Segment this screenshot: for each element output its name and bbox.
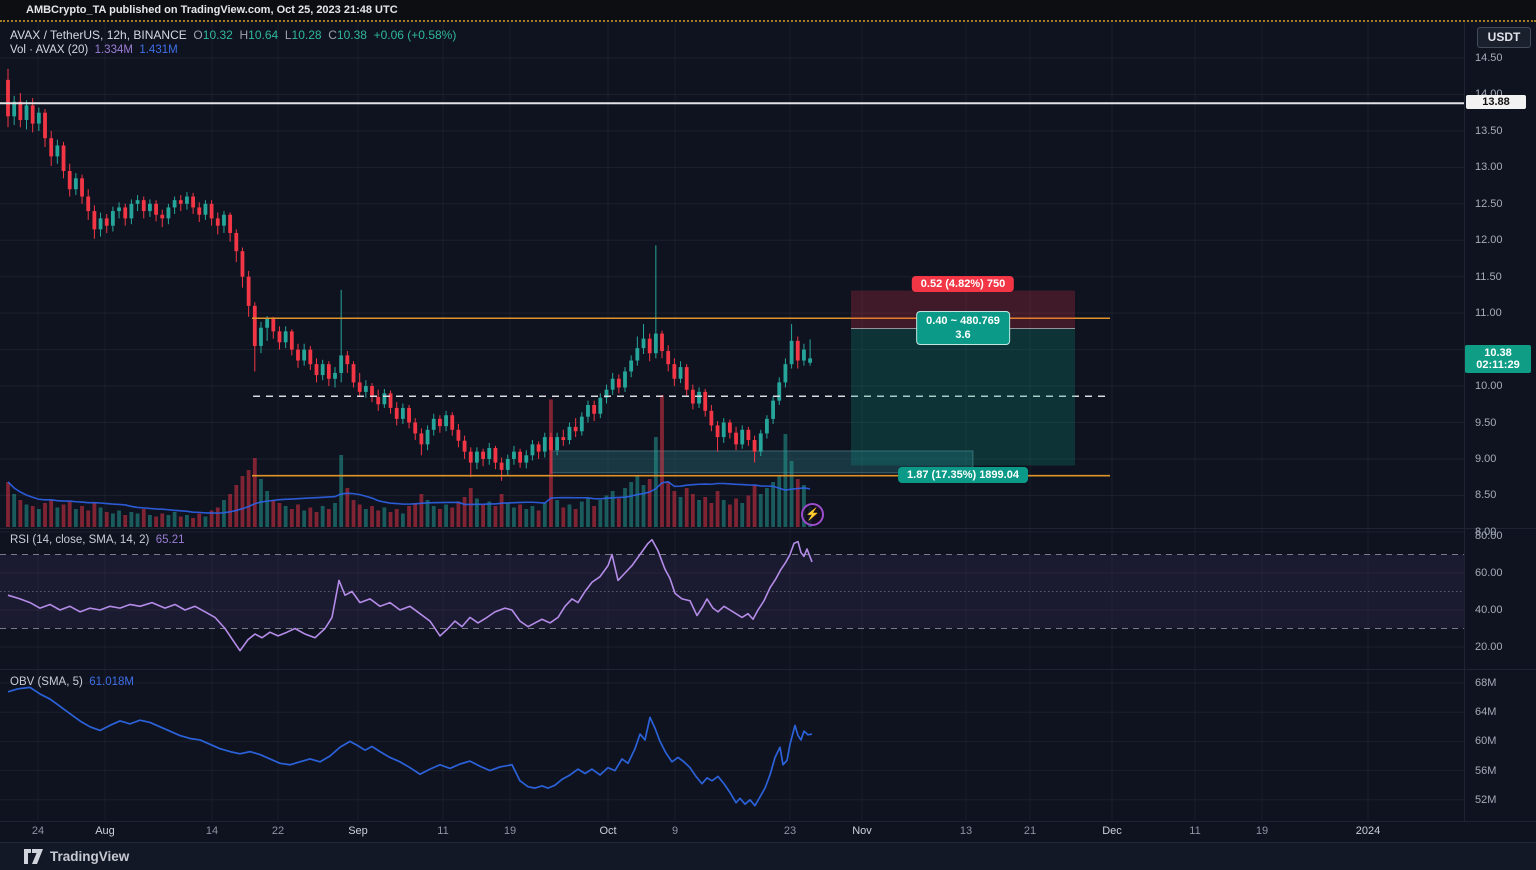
- time-tick: 14: [205, 825, 219, 837]
- price-tick: 13.50: [1475, 124, 1503, 137]
- time-tick: Aug: [95, 825, 115, 837]
- obv-legend[interactable]: OBV (SMA, 5) 61.018M: [10, 676, 134, 688]
- snapshot-dotted-border: [0, 20, 1536, 22]
- lightning-event-icon[interactable]: ⚡: [801, 503, 824, 526]
- open-label: O: [193, 28, 203, 42]
- low-label: L: [284, 28, 292, 42]
- price-tick: 13.00: [1475, 161, 1503, 174]
- time-tick: 9: [671, 825, 679, 837]
- high-label: H: [239, 28, 249, 42]
- horizontal-lines-layer[interactable]: [0, 102, 1464, 477]
- rsi-tick: 60.00: [1475, 567, 1503, 579]
- time-tick: 11: [1189, 825, 1201, 837]
- close-value: 10.38: [336, 28, 367, 42]
- publication-text: AMBCrypto_TA published on TradingView.co…: [26, 4, 398, 16]
- price-tick: 11.50: [1475, 270, 1502, 283]
- change-value: +0.06 (+0.58%): [373, 28, 457, 42]
- volume-value: 1.334M: [94, 44, 133, 56]
- time-tick: 22: [271, 825, 285, 837]
- current-price-value: 10.38: [1484, 347, 1512, 360]
- time-tick: Sep: [348, 825, 368, 837]
- time-tick: Nov: [852, 825, 872, 837]
- price-tick: 9.00: [1475, 452, 1497, 465]
- time-tick: 21: [1023, 825, 1037, 837]
- price-tick: 12.50: [1475, 197, 1503, 210]
- obv-tick: 64M: [1475, 706, 1497, 719]
- risk-reward-tool[interactable]: [851, 290, 1075, 466]
- rsi-label[interactable]: RSI (14, close, SMA, 14, 2): [10, 534, 150, 546]
- time-tick: Oct: [599, 825, 617, 837]
- rr-entry-line2: 3.6: [955, 329, 971, 342]
- currency-toggle-button[interactable]: USDT: [1477, 27, 1531, 48]
- price-tick: 11.00: [1475, 307, 1502, 320]
- rsi-line-layer: [7, 538, 813, 652]
- tradingview-logo-icon[interactable]: [24, 849, 43, 864]
- price-tick: 9.50: [1475, 416, 1497, 429]
- obv-label[interactable]: OBV (SMA, 5): [10, 676, 83, 688]
- price-tick: 14.50: [1475, 52, 1503, 64]
- obv-line-layer: [7, 686, 813, 807]
- rr-entry-line1: 0.40 ~ 480.769: [926, 315, 1000, 328]
- rsi-legend[interactable]: RSI (14, close, SMA, 14, 2) 65.21: [10, 534, 185, 546]
- pane-separators: [0, 528, 1536, 670]
- candlestick-layer: [6, 68, 812, 481]
- current-price-label: 10.38 02:11:29: [1465, 345, 1531, 374]
- close-label: C: [328, 28, 337, 42]
- time-tick: 19: [503, 825, 517, 837]
- price-tick: 10.00: [1475, 380, 1503, 393]
- rsi-band-layer: [0, 554, 1464, 629]
- footer-bar: TradingView: [0, 842, 1536, 870]
- time-tick: 2024: [1355, 825, 1381, 837]
- bar-countdown: 02:11:29: [1476, 359, 1520, 372]
- rr-stop-label[interactable]: 0.52 (4.82%) 750: [911, 275, 1015, 292]
- rsi-tick: 40.00: [1475, 604, 1503, 616]
- volume-ma-value: 1.431M: [139, 44, 178, 56]
- open-value: 10.32: [202, 28, 233, 42]
- price-tick: 8.00: [1475, 525, 1497, 538]
- time-tick: 11: [437, 825, 449, 837]
- rsi-value: 65.21: [155, 534, 185, 546]
- price-tick: 12.00: [1475, 234, 1503, 247]
- time-axis[interactable]: 24 Aug 14 22 Sep 11 19 Oct 9 23 Nov 13 21 Dec 11 19 2024: [0, 821, 1536, 842]
- rsi-tick: 80.00: [1475, 530, 1503, 542]
- volume-legend[interactable]: Vol · AVAX (20) 1.334M 1.431M: [10, 44, 178, 56]
- price-axis[interactable]: 14.5014.0013.5013.0012.5012.0011.5011.00…: [1464, 22, 1536, 821]
- rr-entry-label[interactable]: 0.40 ~ 480.769 3.6: [916, 311, 1010, 346]
- obv-tick: 52M: [1475, 793, 1497, 806]
- time-tick: 13: [959, 825, 973, 837]
- volume-label[interactable]: Vol · AVAX (20): [10, 44, 89, 56]
- white-line-price-label: 13.88: [1466, 95, 1526, 110]
- time-tick: 23: [783, 825, 797, 837]
- rr-target-label[interactable]: 1.87 (17.35%) 1899.04: [898, 466, 1028, 483]
- gridlines-layer: [0, 22, 1464, 820]
- symbol-title[interactable]: AVAX / TetherUS, 12h, BINANCE: [10, 28, 187, 42]
- tradingview-brand-text[interactable]: TradingView: [50, 849, 130, 864]
- high-value: 10.64: [248, 28, 279, 42]
- obv-value: 61.018M: [89, 676, 135, 688]
- time-tick: 24: [31, 825, 45, 837]
- time-tick: 19: [1255, 825, 1269, 837]
- rsi-tick: 20.00: [1475, 641, 1503, 653]
- price-tick: 8.50: [1475, 489, 1497, 502]
- low-value: 10.28: [291, 28, 322, 42]
- symbol-legend[interactable]: AVAX / TetherUS, 12h, BINANCE O10.32 H10…: [10, 28, 456, 42]
- publication-header: AMBCrypto_TA published on TradingView.co…: [0, 0, 1536, 20]
- obv-tick: 60M: [1475, 735, 1497, 748]
- obv-tick: 56M: [1475, 764, 1497, 777]
- obv-tick: 68M: [1475, 677, 1497, 689]
- time-tick: Dec: [1102, 825, 1122, 837]
